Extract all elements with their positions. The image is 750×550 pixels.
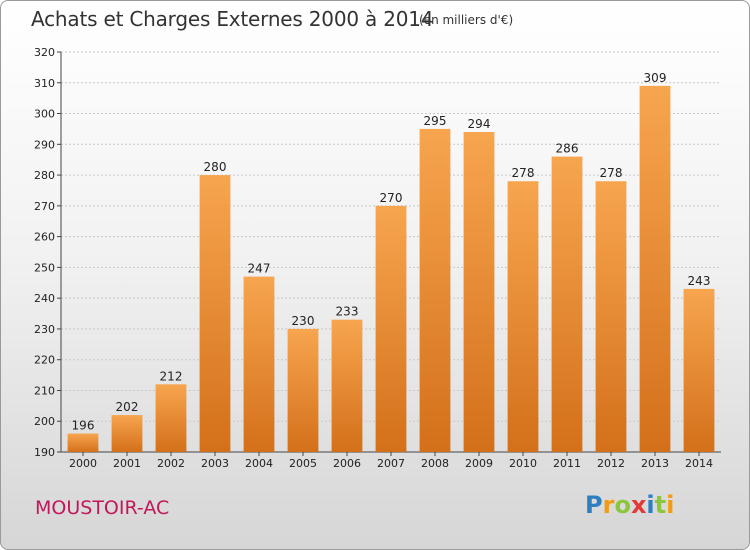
value-label: 243 <box>688 274 711 288</box>
chart-title: Achats et Charges Externes 2000 à 2014 <box>31 7 434 31</box>
bar <box>551 156 583 452</box>
y-tick-label: 200 <box>34 415 55 428</box>
y-tick-label: 320 <box>34 46 55 59</box>
value-label: 286 <box>556 142 579 156</box>
y-tick-label: 190 <box>34 446 55 459</box>
y-tick-label: 270 <box>34 200 55 213</box>
bar <box>375 205 407 452</box>
y-tick-label: 230 <box>34 323 55 336</box>
bar <box>463 132 495 452</box>
bar <box>67 433 99 452</box>
x-tick-label: 2012 <box>597 457 625 470</box>
bar <box>683 288 715 452</box>
y-tick-label: 280 <box>34 169 55 182</box>
logo-letter: i <box>666 491 675 519</box>
value-label: 309 <box>644 71 667 85</box>
x-tick-label: 2009 <box>465 457 493 470</box>
logo-letter: o <box>614 491 631 519</box>
bar <box>199 175 231 453</box>
bar <box>507 181 539 452</box>
value-label: 295 <box>424 114 447 128</box>
chart-subtitle: (en milliers d'€) <box>419 13 514 27</box>
x-tick-label: 2000 <box>69 457 97 470</box>
logo-letter: P <box>585 491 603 519</box>
y-tick-label: 290 <box>34 138 55 151</box>
x-tick-label: 2014 <box>685 457 713 470</box>
value-label: 247 <box>248 262 271 276</box>
x-tick-label: 2013 <box>641 457 669 470</box>
bar <box>639 85 671 452</box>
value-label: 278 <box>600 166 623 180</box>
y-tick-label: 300 <box>34 108 55 121</box>
value-label: 280 <box>204 160 227 174</box>
x-tick-label: 2004 <box>245 457 273 470</box>
x-tick-label: 2003 <box>201 457 229 470</box>
y-tick-label: 220 <box>34 354 55 367</box>
x-tick-label: 2006 <box>333 457 361 470</box>
value-label: 212 <box>160 369 183 383</box>
value-label: 202 <box>116 400 139 414</box>
value-label: 196 <box>72 419 95 433</box>
y-tick-label: 250 <box>34 261 55 274</box>
y-tick-label: 210 <box>34 384 55 397</box>
bar <box>419 128 451 452</box>
x-tick-label: 2010 <box>509 457 537 470</box>
y-tick-label: 240 <box>34 292 55 305</box>
bar <box>331 319 363 452</box>
place-name: MOUSTOIR-AC <box>35 497 170 519</box>
bar <box>111 415 143 452</box>
value-label: 294 <box>468 117 491 131</box>
x-tick-labels: 2000 2001 2002 2003 2004 2005 2006 2007 2008 2009… <box>69 457 713 470</box>
logo-letter: i <box>646 491 655 519</box>
bars <box>67 85 715 453</box>
x-tick-label: 2001 <box>113 457 141 470</box>
logo-letter: t <box>654 491 667 519</box>
bar <box>595 181 627 452</box>
value-labels: 196 202 212 280 247 230 233 270 295 294 278 286 278 3… <box>72 71 711 433</box>
value-label: 233 <box>336 305 359 319</box>
value-label: 270 <box>380 191 403 205</box>
logo-letter: r <box>602 491 615 519</box>
value-label: 230 <box>292 314 315 328</box>
x-tick-label: 2002 <box>157 457 185 470</box>
y-tick-labels: 190 200 210 220 230 240 250 260 270 280 290 300 310 3… <box>34 46 55 459</box>
y-tick-label: 310 <box>34 77 55 90</box>
bar <box>287 328 319 452</box>
y-tick-label: 260 <box>34 231 55 244</box>
logo-letter: x <box>630 491 647 519</box>
value-label: 278 <box>512 166 535 180</box>
x-tick-label: 2007 <box>377 457 405 470</box>
bar <box>243 276 275 452</box>
proxiti-logo: Proxiti <box>585 491 674 519</box>
x-tick-label: 2008 <box>421 457 449 470</box>
x-tick-label: 2011 <box>553 457 581 470</box>
bar <box>155 384 187 452</box>
x-tick-label: 2005 <box>289 457 317 470</box>
